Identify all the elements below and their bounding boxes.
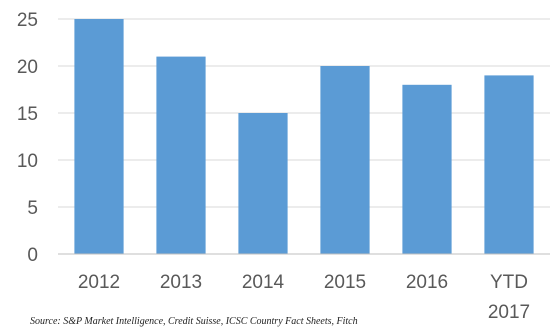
- bar: [74, 19, 124, 254]
- gridlines: [58, 18, 550, 208]
- y-axis-tick-labels: 0 5 10 15 20 25: [17, 10, 38, 266]
- x-tick-label: 2012: [78, 272, 120, 293]
- y-tick-label: 5: [27, 198, 38, 219]
- x-axis-tick-labels: 2012 2013 2014 2015 2016 YTD 2017: [78, 272, 530, 323]
- bar: [156, 56, 206, 254]
- y-tick-label: 10: [17, 151, 38, 172]
- x-tick-label: 2015: [324, 272, 366, 293]
- bar: [320, 66, 370, 254]
- y-tick-label: 0: [27, 245, 38, 266]
- bar: [238, 113, 288, 254]
- bar: [402, 84, 452, 254]
- bar: [484, 75, 534, 255]
- source-note: Source: S&P Market Intelligence, Credit …: [30, 316, 358, 327]
- x-tick-label: 2014: [242, 272, 285, 293]
- x-tick-label: 2016: [406, 272, 448, 293]
- y-tick-label: 15: [17, 104, 38, 125]
- y-tick-label: 25: [17, 10, 38, 31]
- x-tick-label: YTD 2017: [488, 272, 530, 323]
- bars: [74, 19, 534, 255]
- x-tick-label: 2013: [160, 272, 202, 293]
- y-tick-label: 20: [17, 57, 38, 78]
